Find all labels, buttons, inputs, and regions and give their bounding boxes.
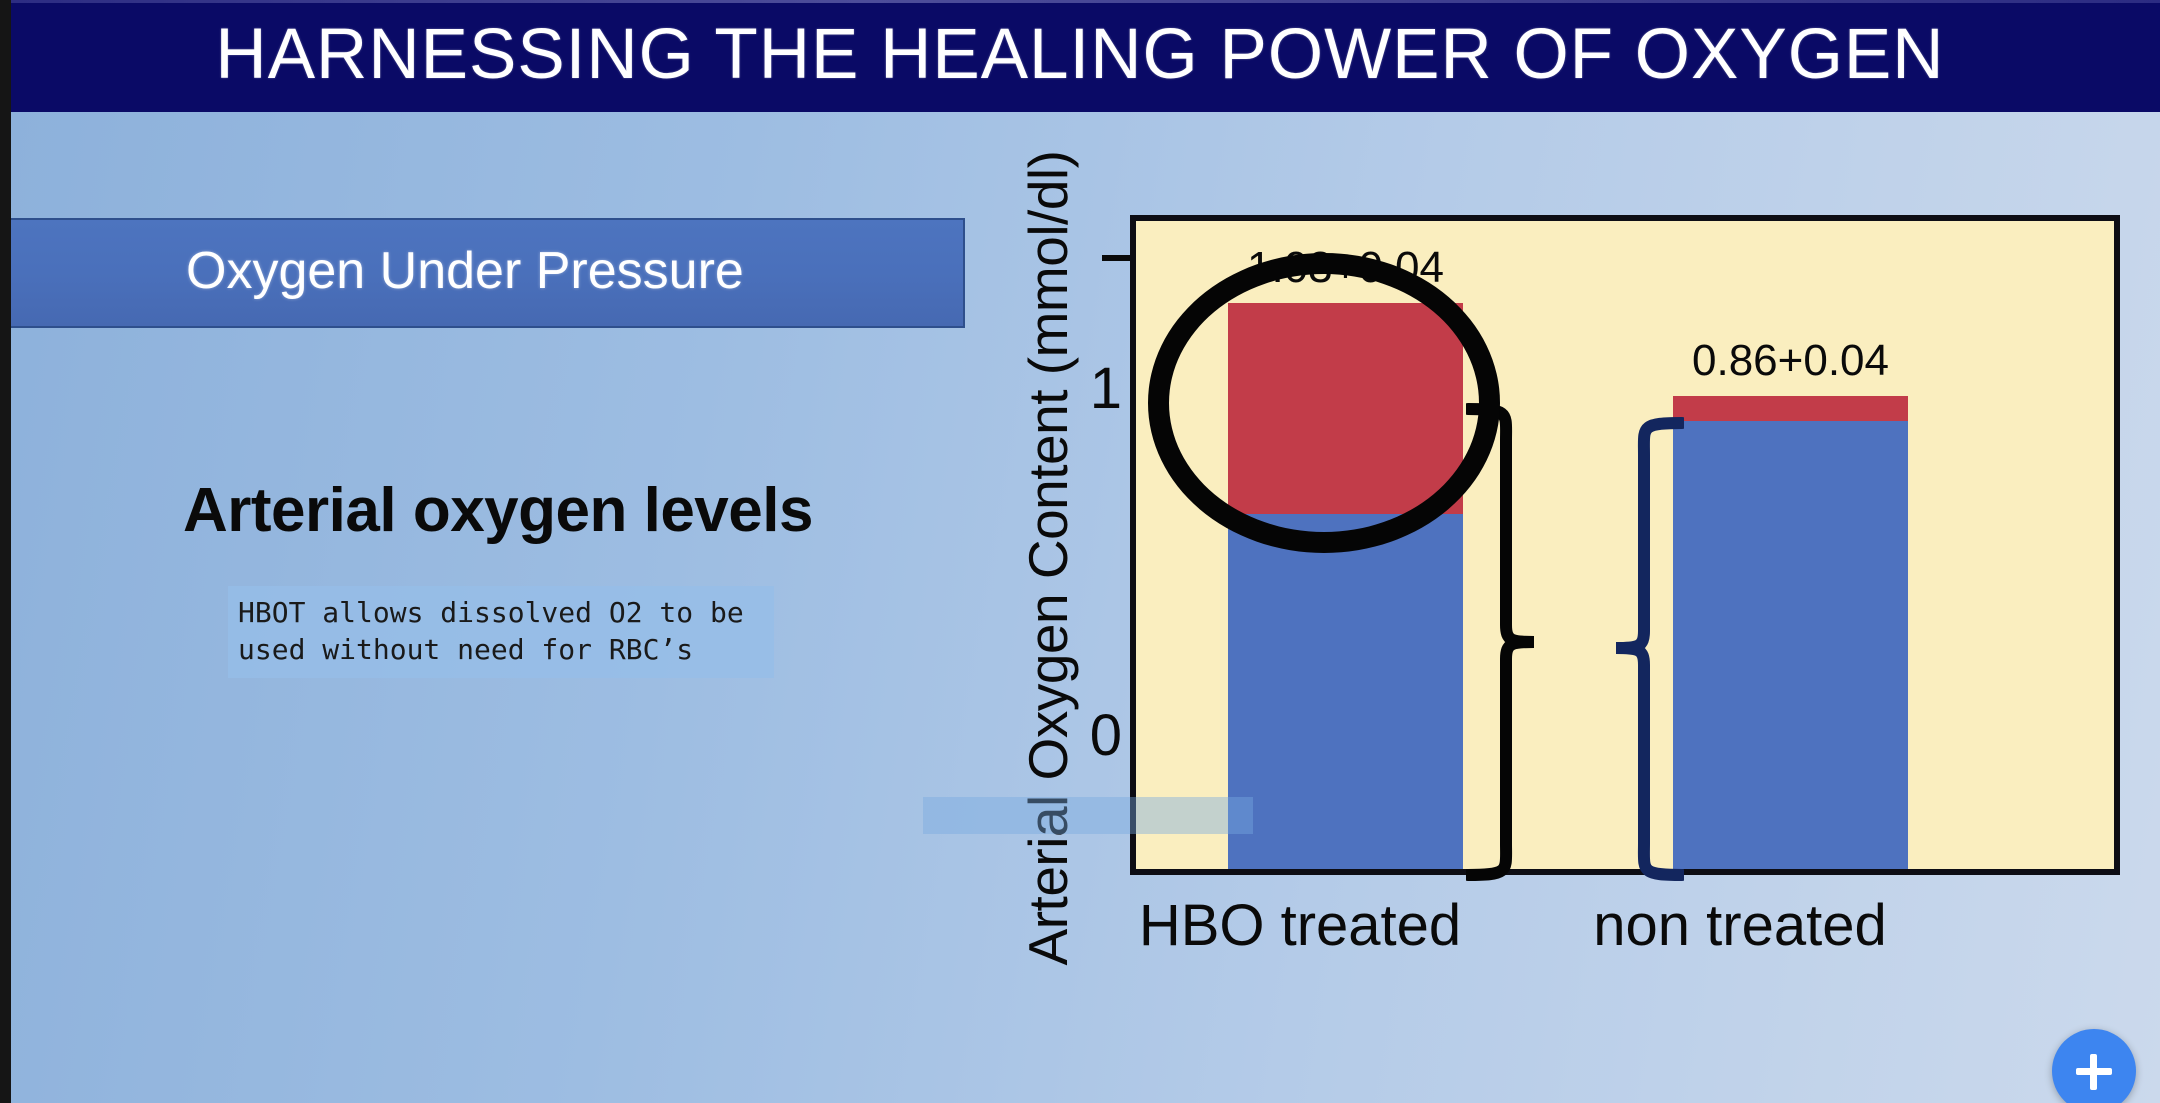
title-bar-sheen bbox=[0, 0, 2160, 3]
section-banner: Oxygen Under Pressure bbox=[11, 218, 965, 328]
slide-title-bar: HARNESSING THE HEALING POWER OF OXYGEN bbox=[0, 0, 2160, 112]
bar-segment-hemoglobin-non bbox=[1673, 420, 1908, 869]
brace-non-treated bbox=[1615, 417, 1684, 881]
y-axis-tick-mark-1 bbox=[1102, 255, 1132, 261]
bar-stack-non[interactable] bbox=[1673, 396, 1908, 869]
content-heading: Arterial oxygen levels bbox=[183, 476, 813, 545]
add-button[interactable] bbox=[2052, 1029, 2136, 1103]
slide-left-edge bbox=[0, 0, 11, 1103]
bar-chart: Arterial Oxygen Content (mmol/dl) 1 0 1.… bbox=[990, 150, 2130, 1103]
y-axis-title: Arterial Oxygen Content (mmol/dl) bbox=[1017, 150, 1079, 966]
x-axis-label-non-treated: non treated bbox=[1593, 893, 1887, 958]
x-axis-label-hbo-treated: HBO treated bbox=[1138, 893, 1462, 958]
brace-hbo-treated bbox=[1466, 403, 1535, 881]
plot-area: 1.03+0.04 0.86+0.04 bbox=[1130, 215, 2120, 881]
y-axis-tick-label-1: 1 bbox=[1089, 356, 1122, 421]
bar-segment-hemoglobin-hbo bbox=[1228, 514, 1463, 869]
slide-title: HARNESSING THE HEALING POWER OF OXYGEN bbox=[215, 14, 1945, 94]
y-axis-tick-label-0: 0 bbox=[1089, 703, 1122, 768]
section-banner-label: Oxygen Under Pressure bbox=[186, 242, 744, 300]
circle-highlight-annotation bbox=[1148, 253, 1500, 553]
bar-value-label-non: 0.86+0.04 bbox=[1692, 336, 1889, 385]
bar-segment-dissolved-non bbox=[1673, 396, 1908, 421]
content-note: HBOT allows dissolved O2 to be used with… bbox=[228, 586, 774, 679]
plus-icon-vertical bbox=[2090, 1054, 2097, 1090]
